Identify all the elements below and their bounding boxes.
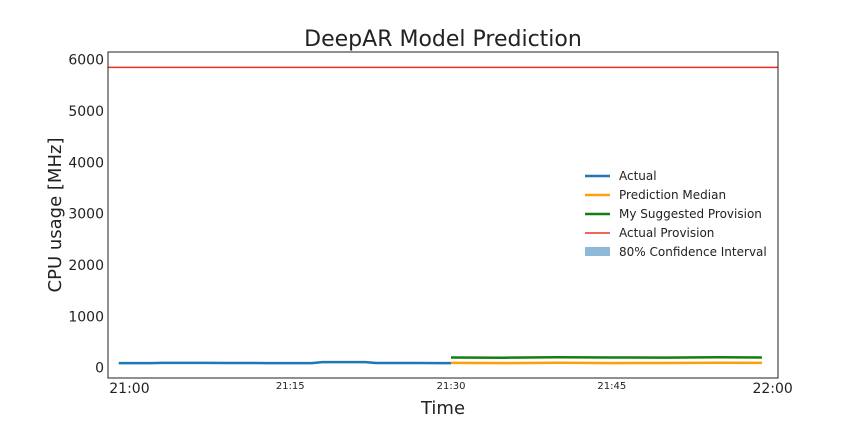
legend: Actual Prediction Median My Suggested Pr… — [585, 169, 767, 259]
legend-label-actual-provision: Actual Provision — [619, 226, 714, 240]
x-tick-label: 21:30 — [437, 381, 466, 392]
x-tick-label: 22:00 — [752, 381, 792, 397]
plot-frame — [107, 51, 779, 379]
legend-label-actual: Actual — [619, 169, 657, 183]
y-axis-label: CPU usage [MHz] — [45, 138, 66, 293]
y-tick-label: 1000 — [68, 309, 104, 325]
x-tick-label: 21:45 — [597, 381, 626, 392]
x-tick-label: 21:15 — [276, 381, 305, 392]
series-line-my-suggested-provision — [450, 355, 762, 359]
y-tick-label: 5000 — [68, 104, 104, 120]
x-tick-label: 21:00 — [109, 381, 149, 397]
x-axis-label: Time — [420, 398, 465, 419]
legend-label-prediction-median: Prediction Median — [619, 188, 726, 202]
y-tick-label: 2000 — [68, 258, 104, 274]
y-tick-label: 4000 — [68, 155, 104, 171]
y-tick-label: 6000 — [68, 53, 104, 69]
legend-label-confidence-interval: 80% Confidence Interval — [619, 245, 767, 259]
legend-swatch-confidence-interval — [585, 247, 610, 256]
y-ticks-layer: 0 1000 2000 3000 4000 5000 6000 — [68, 53, 104, 377]
y-tick-label: 3000 — [68, 207, 104, 223]
series-line-actual — [118, 360, 451, 365]
legend-label-suggested-provision: My Suggested Provision — [619, 207, 762, 221]
series-lines-layer — [108, 66, 778, 365]
x-ticks-layer: 21:00 21:15 21:30 21:45 22:00 — [109, 381, 793, 397]
chart-title: DeepAR Model Prediction — [304, 27, 582, 52]
y-tick-label: 0 — [95, 361, 104, 377]
